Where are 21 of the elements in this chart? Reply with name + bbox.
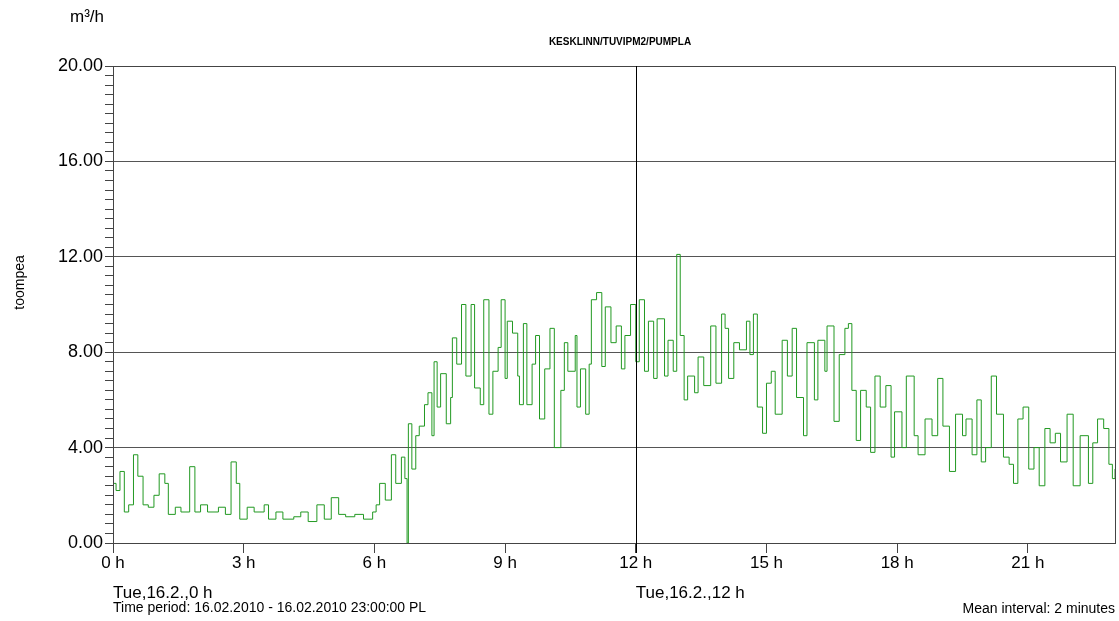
x-tick-label: 0 h xyxy=(101,552,125,572)
y-tick-label: 16.00 xyxy=(57,150,103,171)
y-axis-title: toompea xyxy=(11,255,27,310)
x-tick-label: 6 h xyxy=(362,552,387,572)
y-tick-label: 12.00 xyxy=(57,245,103,266)
y-tick-label: 20.00 xyxy=(57,54,103,75)
text: Tue,16.2.,12 h xyxy=(635,583,745,602)
y-tick-label: 0.00 xyxy=(67,531,103,552)
text: m³/h xyxy=(70,7,104,26)
x-tick-label: 21 h xyxy=(1011,552,1045,572)
x-tick-label: 12 h xyxy=(619,552,653,572)
x-tick-label: 15 h xyxy=(749,552,784,572)
text: Mean interval: 2 minutes xyxy=(962,600,1115,616)
x-tick-label: 18 h xyxy=(880,552,914,572)
text: Time period: 16.02.2010 - 16.02.2010 23:00:00 PL xyxy=(113,599,427,615)
text: Tue,16.2.,0 h xyxy=(113,583,213,602)
x-tick-label: 9 h xyxy=(493,552,517,572)
y-tick-label: 8.00 xyxy=(67,341,103,362)
y-tick-label: 4.00 xyxy=(67,436,103,457)
x-tick-label: 3 h xyxy=(231,552,256,572)
chart-title: KESKLINN/TUVIPM2/PUMPLA xyxy=(548,36,692,47)
